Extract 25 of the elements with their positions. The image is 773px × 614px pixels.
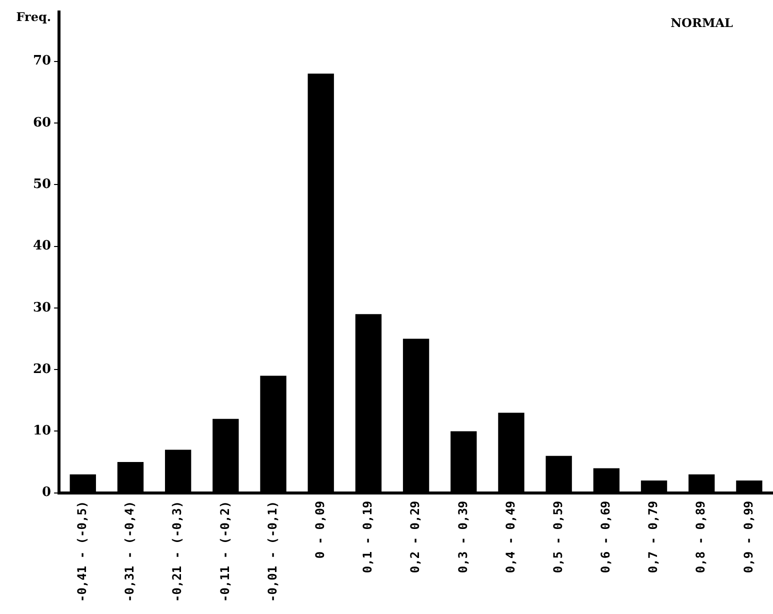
y-tick-label: 10 [32, 424, 52, 439]
x-tick-label: 0,6 - 0,69 [598, 500, 613, 574]
y-tick-label: 0 [42, 485, 52, 500]
x-tick-label: -0,31 - (-0,4) [122, 500, 137, 602]
chart-title: NORMAL [670, 16, 734, 30]
x-tick-label: 0,4 - 0,49 [503, 500, 518, 574]
x-tick-label: 0,1 - 0,19 [360, 500, 375, 574]
x-tick-label: 0,8 - 0,89 [694, 500, 708, 574]
y-tick-label: 40 [32, 238, 52, 254]
y-tick-label: 30 [32, 300, 52, 316]
x-tick-label: -0,21 - (-0,3) [170, 500, 184, 602]
x-tick-label: 0,2 - 0,29 [408, 500, 422, 574]
x-tick-label: -0,01 - (-0,1) [265, 500, 280, 602]
x-tick-label: 0 - 0,09 [312, 500, 327, 559]
y-tick-label: 70 [32, 54, 52, 69]
y-tick-label: 20 [32, 362, 52, 377]
x-tick-label: -0,11 - (-0,2) [218, 500, 232, 602]
x-tick-label: 0,5 - 0,59 [550, 500, 565, 574]
x-tick-label: 0,3 - 0,39 [456, 500, 470, 574]
x-tick-label: 0,7 - 0,79 [646, 500, 660, 574]
x-tick-label: -0,41 - (-0,5) [75, 500, 90, 602]
y-axis-title: Freq. [16, 10, 52, 24]
y-tick-label: 60 [32, 115, 52, 130]
y-tick-label: 50 [32, 176, 52, 192]
x-tick-label: 0,9 - 0,99 [741, 500, 756, 574]
